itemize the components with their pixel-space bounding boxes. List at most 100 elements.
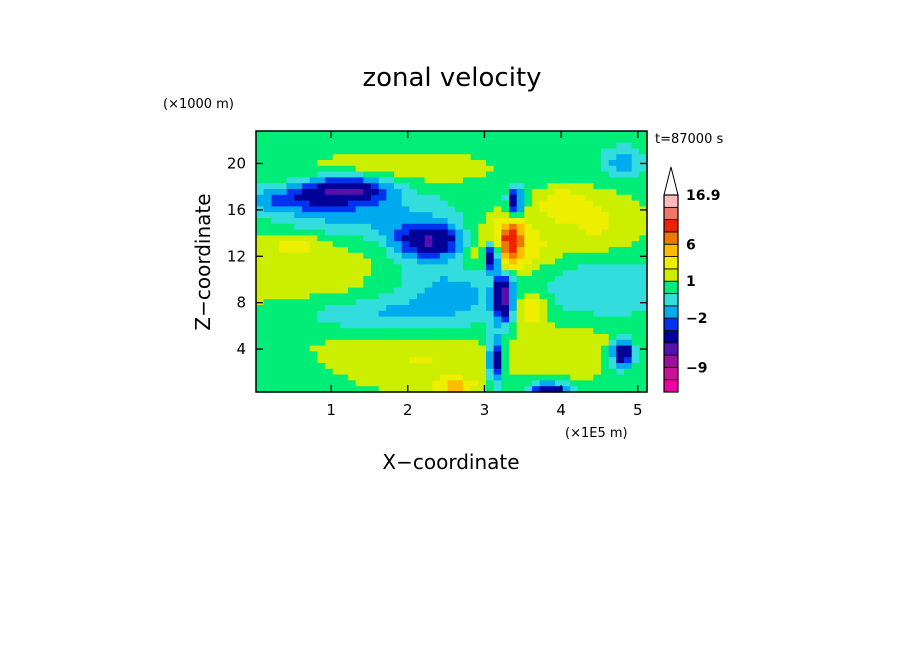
heatmap-cell [532, 160, 541, 167]
heatmap-cell [279, 270, 288, 277]
heatmap-cell [486, 154, 495, 161]
heatmap-cell [631, 200, 640, 207]
heatmap-cell [317, 212, 326, 219]
heatmap-cell [424, 154, 433, 161]
heatmap-cell [355, 206, 364, 213]
heatmap-cell [463, 194, 472, 202]
heatmap-cell [294, 351, 303, 358]
heatmap-cell [302, 189, 311, 196]
heatmap-cell [317, 351, 326, 358]
heatmap-cell [440, 171, 449, 178]
heatmap-cell [294, 374, 303, 381]
heatmap-cell [570, 351, 579, 358]
heatmap-cell [478, 223, 487, 231]
heatmap-cell [424, 310, 433, 318]
heatmap-cell [271, 322, 280, 329]
heatmap-cell [547, 212, 556, 219]
heatmap-cell [509, 363, 518, 370]
heatmap-cell [440, 252, 449, 260]
heatmap-cell [302, 374, 311, 381]
heatmap-cell [562, 270, 571, 277]
heatmap-cell [570, 247, 579, 254]
heatmap-cell [455, 299, 464, 306]
heatmap-cell [555, 374, 564, 381]
heatmap-cell [478, 386, 487, 393]
heatmap-cell [355, 374, 364, 381]
heatmap-cell [509, 212, 518, 219]
heatmap-cell [355, 293, 364, 300]
heatmap-cell [562, 183, 571, 190]
heatmap-cell [547, 235, 556, 242]
heatmap-cell [340, 334, 349, 341]
heatmap-cell [555, 218, 564, 225]
heatmap-cell [639, 154, 648, 161]
heatmap-cell [371, 194, 380, 202]
heatmap-cell [516, 131, 525, 138]
heatmap-cell [409, 328, 418, 335]
heatmap-cell [478, 177, 487, 184]
heatmap-cell [279, 328, 288, 335]
heatmap-cell [317, 258, 326, 265]
heatmap-cell [493, 281, 502, 289]
heatmap-cell [608, 160, 617, 167]
heatmap-cell [509, 316, 518, 323]
heatmap-cell [516, 281, 525, 289]
heatmap-cell [302, 363, 311, 370]
heatmap-cell [555, 281, 564, 289]
heatmap-cell [501, 131, 510, 138]
heatmap-cell [394, 229, 403, 236]
heatmap-cell [624, 328, 633, 335]
heatmap-cell [624, 189, 633, 196]
heatmap-cell [608, 276, 617, 283]
heatmap-cell [501, 328, 510, 335]
heatmap-cell [394, 270, 403, 277]
heatmap-cell [447, 380, 456, 387]
heatmap-cell [478, 247, 487, 254]
heatmap-cell [501, 310, 510, 318]
heatmap-cell [417, 264, 426, 271]
heatmap-cell [401, 247, 410, 254]
heatmap-cell [547, 380, 556, 387]
heatmap-cell [271, 189, 280, 196]
heatmap-cell [317, 299, 326, 306]
heatmap-cell [348, 171, 357, 178]
heatmap-cell [455, 345, 464, 352]
heatmap-cell [378, 386, 387, 393]
heatmap-cell [256, 386, 265, 393]
heatmap-cell [624, 252, 633, 260]
heatmap-cell [447, 235, 456, 242]
heatmap-cell [562, 357, 571, 364]
heatmap-cell [332, 142, 341, 149]
heatmap-cell [432, 316, 441, 323]
heatmap-cell [271, 194, 280, 202]
heatmap-cell [616, 235, 625, 242]
heatmap-cell [332, 258, 341, 265]
heatmap-cell [378, 247, 387, 254]
heatmap-cell [470, 160, 479, 167]
heatmap-cell [516, 148, 525, 155]
heatmap-cell [509, 345, 518, 352]
heatmap-cell [447, 136, 456, 144]
heatmap-cell [547, 160, 556, 167]
heatmap-cell [271, 154, 280, 161]
heatmap-cell [309, 380, 318, 387]
heatmap-cell [547, 247, 556, 254]
heatmap-cell [532, 328, 541, 335]
heatmap-cell [608, 293, 617, 300]
heatmap-cell [578, 142, 587, 149]
heatmap-cell [455, 270, 464, 277]
heatmap-cell [608, 322, 617, 329]
heatmap-cell [440, 264, 449, 271]
heatmap-cell [378, 299, 387, 306]
heatmap-cell [348, 154, 357, 161]
heatmap-cell [371, 235, 380, 242]
heatmap-cell [555, 270, 564, 277]
heatmap-cell [294, 206, 303, 213]
heatmap-cell [578, 136, 587, 144]
heatmap-cell [624, 165, 633, 173]
heatmap-cell [547, 165, 556, 173]
heatmap-cell [516, 160, 525, 167]
heatmap-cell [363, 212, 372, 219]
heatmap-cell [585, 136, 594, 144]
heatmap-cell [578, 183, 587, 190]
